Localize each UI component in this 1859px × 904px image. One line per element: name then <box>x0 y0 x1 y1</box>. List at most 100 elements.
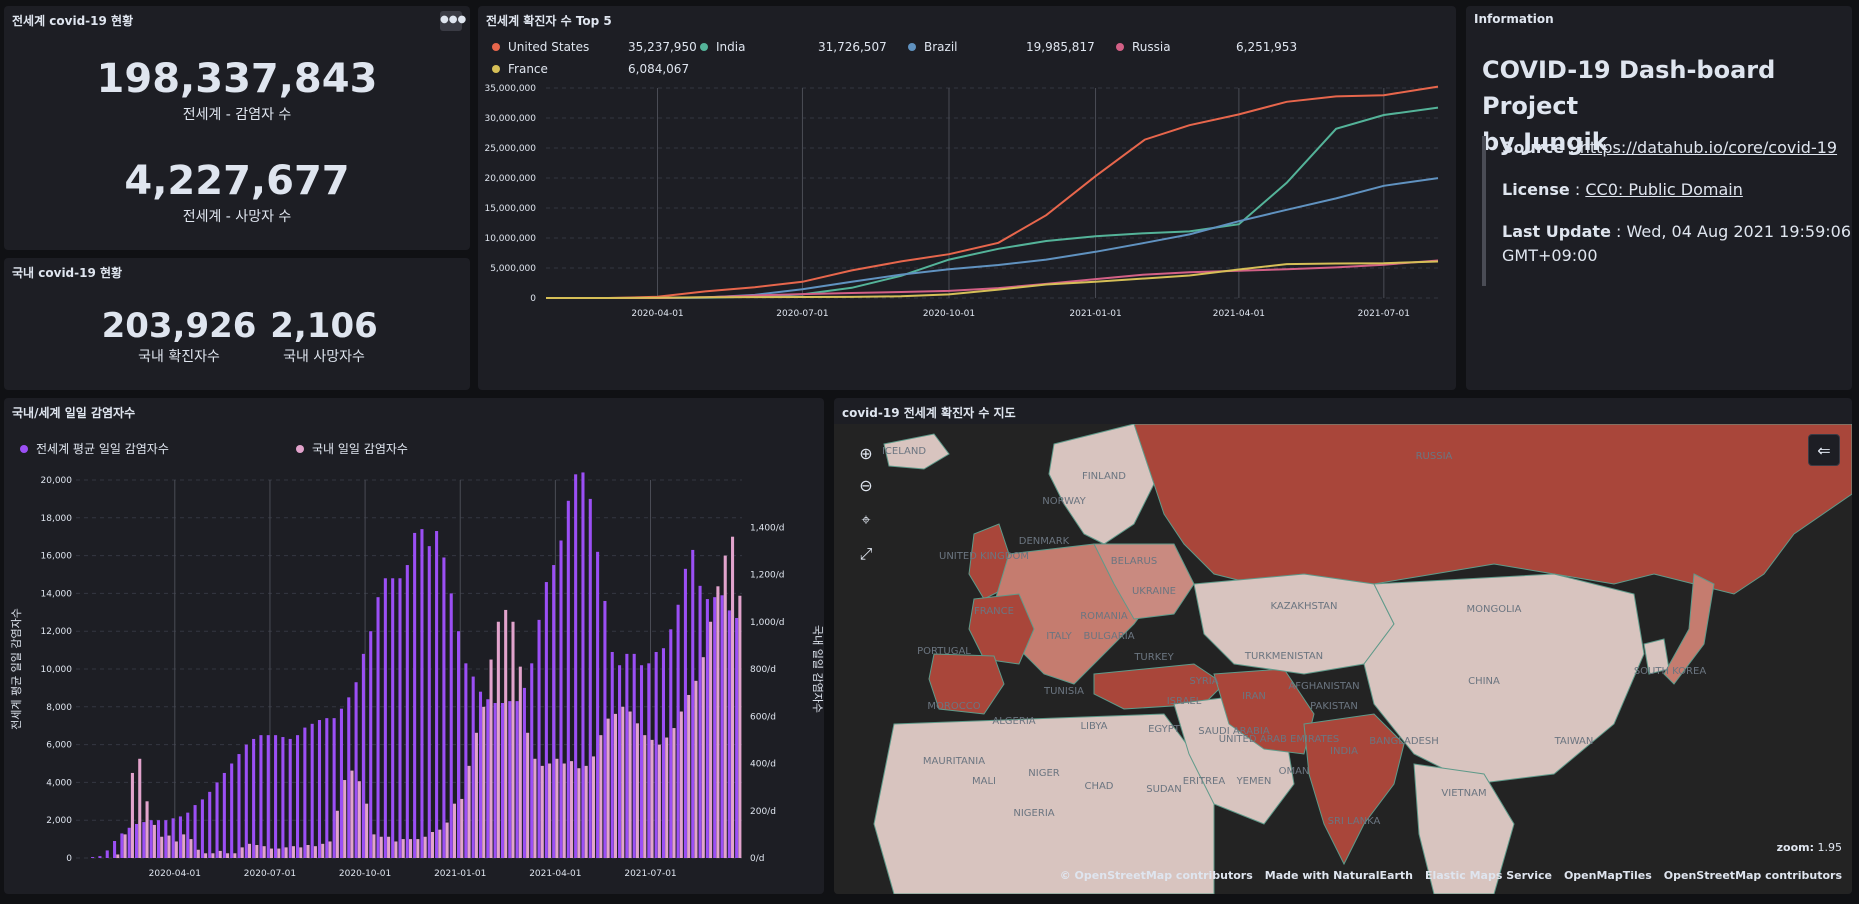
top5-legend-item[interactable]: United States <box>492 40 589 54</box>
bar-world <box>142 822 146 858</box>
map-country-label: VIETNAM <box>1441 788 1486 799</box>
bar-korea <box>365 803 369 858</box>
zoom-in-button[interactable]: ⊕ <box>850 438 882 470</box>
bar-korea <box>591 756 596 858</box>
license-row: License : CC0: Public Domain <box>1502 180 1743 199</box>
bar-korea <box>548 763 552 858</box>
world-deaths-label: 전세계 - 사망자 수 <box>182 209 292 225</box>
bar-world <box>654 651 658 858</box>
legend-series-name: Brazil <box>924 40 958 54</box>
bar-korea <box>152 824 156 858</box>
country-russia <box>1133 424 1852 595</box>
world-map[interactable]: RUSSIA FINLAND ICELAND NORWAY UNITED KINGDOM… <box>834 424 1852 894</box>
bar-world <box>574 474 578 858</box>
legend-korea-daily[interactable]: 국내 일일 감염자수 <box>296 440 408 457</box>
bar-korea <box>496 621 500 858</box>
locate-button[interactable]: ⌖ <box>850 504 882 536</box>
map-country-label: UNITED KINGDOM <box>939 551 1029 562</box>
license-link[interactable]: CC0: Public Domain <box>1585 180 1743 199</box>
bar-korea <box>540 765 544 858</box>
ellipsis-icon: ●●● <box>440 14 467 25</box>
bar-world <box>339 708 343 858</box>
korea-deaths-value: 2,106 <box>270 306 378 346</box>
bar-world <box>134 823 139 858</box>
panel-menu-button[interactable]: ●●● <box>440 11 466 31</box>
world-deaths-value: 4,227,677 <box>124 158 350 204</box>
y-tick-label: 20,000,000 <box>484 174 536 184</box>
y2-tick-label: 0/d <box>750 854 764 864</box>
x-tick-label: 2021-04-01 <box>529 869 581 879</box>
bar-world <box>639 665 644 858</box>
zoom-value: 1.95 <box>1817 841 1843 854</box>
country-japan <box>1663 573 1715 685</box>
bar-world <box>566 500 570 858</box>
bar-world <box>552 565 556 858</box>
country-ukraine <box>1093 543 1195 620</box>
y-tick-label: 15,000,000 <box>484 204 536 214</box>
bar-world <box>215 782 219 858</box>
map-country-label: ITALY <box>1046 631 1072 642</box>
legend-world-daily[interactable]: 전세계 평균 일일 감염자수 <box>20 440 169 457</box>
bar-korea <box>306 845 310 858</box>
bar-world <box>252 738 256 858</box>
legend-series-name: United States <box>508 40 590 54</box>
attribution-link[interactable]: Elastic Maps Service <box>1424 869 1552 882</box>
bar-korea <box>335 810 339 858</box>
country-se-asia <box>1413 763 1515 894</box>
bar-world <box>500 703 504 858</box>
bar-world <box>91 857 95 858</box>
map-title: covid-19 전세계 확진자 수 지도 <box>842 406 1016 420</box>
top5-legend-item[interactable]: France <box>492 62 548 76</box>
attribution-link[interactable]: OpenStreetMap contributors <box>1663 869 1842 882</box>
top5-legend-item[interactable]: India <box>700 40 745 54</box>
bar-korea <box>138 758 142 858</box>
x-tick-label: 2021-04-01 <box>1213 309 1265 319</box>
bar-korea <box>116 854 120 858</box>
bar-world <box>383 578 387 858</box>
bar-world <box>332 718 336 858</box>
bar-world <box>581 472 585 858</box>
bar-world <box>625 653 629 858</box>
korea-confirmed-label: 국내 확진자수 <box>138 349 220 365</box>
map-country-label: AFGHANISTAN <box>1288 681 1359 692</box>
daily-title: 국내/세계 일일 감염자수 <box>12 406 136 420</box>
bar-world <box>98 856 102 858</box>
bar-korea <box>474 732 478 858</box>
attribution-link[interactable]: © OpenStreetMap contributors <box>1059 869 1253 882</box>
top5-legend-item[interactable]: Russia <box>1116 40 1171 54</box>
bar-world <box>632 653 636 858</box>
bar-korea <box>423 836 427 858</box>
bar-world <box>317 720 322 858</box>
x-tick-label: 2020-07-01 <box>244 869 296 879</box>
source-link[interactable]: https://datahub.io/core/covid-19 <box>1579 138 1838 157</box>
y-tick-label: 6,000 <box>46 741 72 751</box>
x-tick-label: 2020-07-01 <box>776 309 828 319</box>
bar-world <box>698 585 702 858</box>
x-tick-label: 2021-07-01 <box>1358 309 1410 319</box>
bar-korea <box>313 846 317 858</box>
bar-world <box>295 735 300 858</box>
legend-dot <box>908 43 916 51</box>
zoom-out-button[interactable]: ⊖ <box>850 470 882 502</box>
information-panel: Information COVID-19 Dash-board Project … <box>1466 6 1852 390</box>
bar-korea <box>504 609 508 858</box>
fullscreen-button[interactable]: ⤢ <box>850 538 882 570</box>
y2-tick-label: 200/d <box>750 807 776 817</box>
country-iceland <box>883 433 950 470</box>
top5-legend-item[interactable]: Brazil <box>908 40 958 54</box>
layers-toggle-button[interactable]: ⇐ <box>1808 434 1840 466</box>
project-heading-line2: by Jungik <box>1482 128 1608 156</box>
bar-korea <box>394 841 398 858</box>
bar-world <box>369 631 373 858</box>
bar-world <box>596 551 600 858</box>
map-country-label: SAUDI ARABIA <box>1198 726 1270 737</box>
bar-korea <box>672 728 676 858</box>
bar-world <box>442 557 446 858</box>
attribution-link[interactable]: Made with NaturalEarth <box>1264 869 1413 882</box>
attribution-link[interactable]: OpenMapTiles <box>1563 869 1652 882</box>
crosshair-icon: ⌖ <box>861 510 871 529</box>
bar-world <box>544 582 548 858</box>
bar-korea <box>167 835 171 858</box>
map-country-label: MALI <box>972 776 996 787</box>
y-tick-label: 5,000,000 <box>490 264 536 274</box>
